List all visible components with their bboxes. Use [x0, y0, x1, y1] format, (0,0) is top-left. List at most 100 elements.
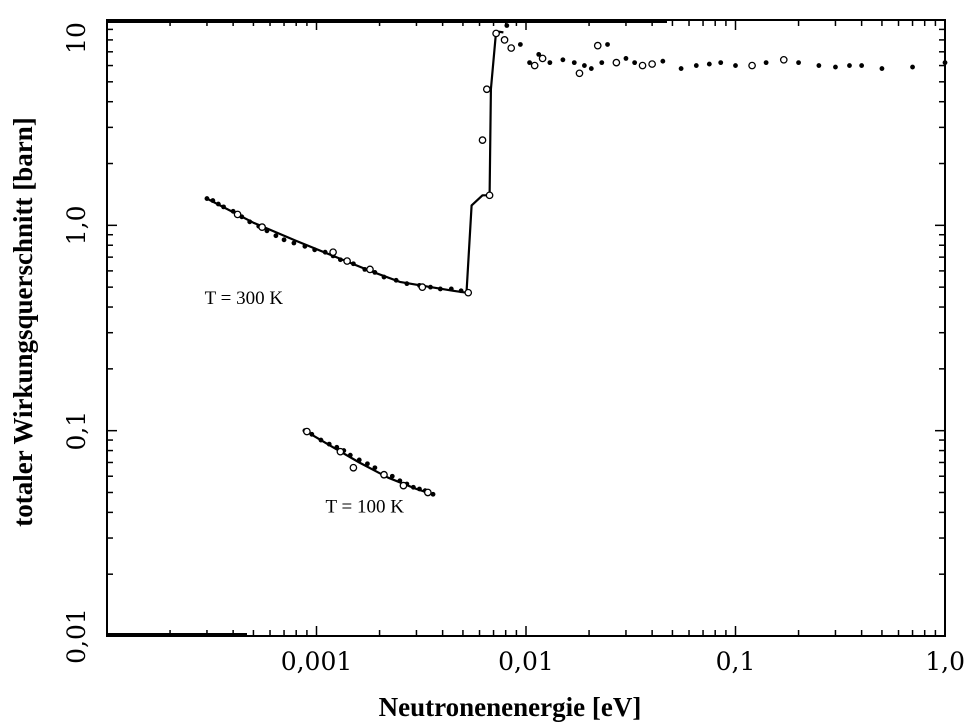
data-point: [763, 60, 769, 66]
annotations: T = 300 K T = 100 K: [205, 288, 405, 518]
top-axis-thick-segment: [107, 19, 667, 23]
data-point: [334, 444, 340, 450]
data-point-open: [464, 288, 473, 297]
data-point: [281, 237, 287, 243]
data-point: [527, 60, 532, 66]
data-point-open: [485, 191, 494, 200]
data-point-open: [779, 55, 788, 64]
series-line-0: [206, 30, 504, 294]
data-point: [430, 491, 436, 497]
data-point: [910, 64, 915, 70]
data-point-open: [258, 223, 266, 231]
data-point: [428, 284, 433, 290]
data-point: [571, 60, 577, 66]
data-point: [879, 66, 885, 71]
data-point: [448, 286, 454, 292]
data-point-open: [593, 41, 602, 50]
data-point: [215, 201, 221, 207]
data-point: [350, 261, 356, 267]
data-point-open: [399, 481, 408, 490]
data-point: [632, 60, 638, 66]
temperature-label-1: T = 100 K: [326, 496, 405, 517]
data-point: [264, 228, 270, 234]
data-point-open: [612, 58, 621, 67]
data-point: [389, 473, 395, 479]
data-series: [204, 23, 948, 497]
data-point: [404, 281, 410, 287]
plot-frame: [106, 19, 946, 637]
x-tick-label: 0,01: [498, 647, 554, 676]
data-point-open: [418, 283, 427, 291]
data-point: [547, 60, 553, 66]
data-point: [536, 51, 542, 57]
data-point: [326, 441, 332, 447]
data-point-open: [233, 210, 242, 219]
data-point-open: [575, 69, 584, 78]
data-point: [678, 66, 684, 71]
data-point: [816, 63, 822, 68]
data-point: [221, 204, 226, 210]
x-tick-label: 1,0: [925, 647, 965, 676]
data-point-open: [343, 257, 351, 265]
temperature-label-0: T = 300 K: [205, 288, 284, 309]
data-point: [605, 42, 610, 47]
data-point: [273, 233, 279, 239]
data-point: [660, 58, 666, 64]
data-point: [623, 56, 629, 61]
data-point: [693, 63, 699, 68]
data-point-open: [538, 54, 547, 63]
data-point: [356, 457, 362, 463]
x-axis-title: Neutronenenergie [eV]: [379, 692, 642, 722]
data-point-open: [349, 463, 358, 472]
data-point-open: [500, 36, 509, 44]
data-point-open: [648, 60, 656, 68]
data-point: [517, 42, 523, 47]
data-point-open: [423, 488, 432, 497]
data-point: [372, 269, 378, 275]
data-point: [718, 60, 724, 66]
data-point: [458, 288, 464, 294]
y-tick-label: 1,0: [62, 205, 91, 245]
data-point-open: [492, 29, 500, 38]
data-point-open: [530, 61, 539, 70]
data-point: [847, 63, 852, 68]
data-point: [347, 452, 353, 458]
data-point: [410, 484, 416, 490]
data-point-open: [329, 248, 337, 257]
data-point: [397, 478, 403, 484]
data-point: [362, 267, 368, 272]
data-point: [372, 465, 378, 471]
data-point: [318, 437, 324, 443]
bottom-axis-thick-segment: [107, 633, 247, 637]
data-point-open: [303, 427, 311, 436]
data-point: [588, 66, 594, 71]
data-point: [365, 461, 370, 467]
y-tick-label: 10: [62, 22, 91, 54]
x-tick-label: 0,1: [716, 647, 756, 676]
data-point-open: [366, 265, 374, 274]
data-point-open: [638, 61, 647, 70]
data-point: [581, 63, 587, 68]
data-point: [733, 63, 738, 68]
data-point: [560, 57, 566, 63]
data-point-open: [336, 447, 345, 456]
data-point: [291, 240, 297, 246]
data-point: [309, 431, 315, 437]
data-point: [437, 286, 443, 292]
x-tick-label: 0,001: [281, 647, 353, 676]
data-point: [322, 249, 328, 255]
data-point: [833, 64, 838, 70]
data-point: [204, 196, 210, 201]
y-tick-label: 0,01: [62, 608, 91, 664]
data-point: [796, 60, 801, 66]
data-point-open: [748, 61, 756, 70]
data-point: [504, 23, 510, 28]
data-point: [312, 247, 318, 253]
axis-ticks: [106, 20, 945, 637]
data-point: [599, 60, 605, 66]
data-point: [706, 61, 712, 67]
data-point: [302, 243, 308, 249]
data-point: [417, 486, 422, 492]
data-point: [210, 198, 216, 203]
